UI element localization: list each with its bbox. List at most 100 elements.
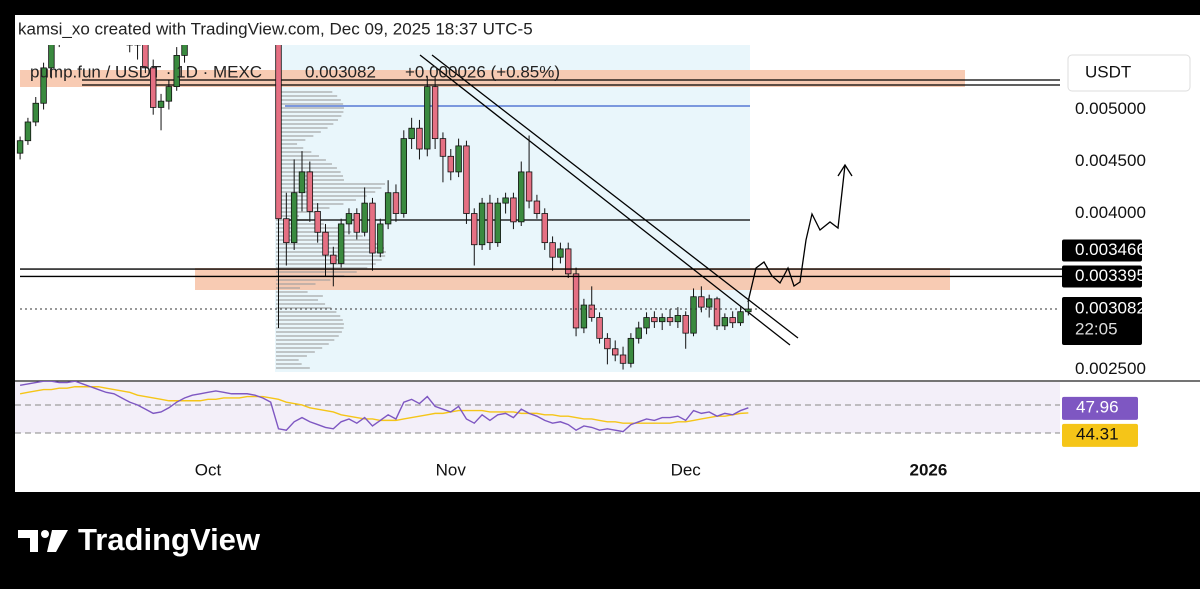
candle-body <box>745 308 752 313</box>
trendline <box>419 54 791 346</box>
level-badge <box>1062 265 1142 288</box>
candle-body <box>64 0 70 10</box>
footer-logo: TradingView <box>18 522 261 557</box>
candle-body <box>533 200 541 214</box>
candle-body <box>377 223 384 254</box>
candle-body <box>134 45 141 46</box>
candle-body <box>549 242 556 258</box>
candle-body <box>290 192 298 244</box>
last-price: 0.003082 <box>305 62 376 81</box>
x-tick-label: Nov <box>436 460 467 479</box>
candle-body <box>596 317 603 339</box>
candle-body <box>471 213 478 246</box>
candle-body <box>666 317 674 323</box>
candle-body <box>541 213 548 244</box>
candle-body <box>455 145 462 173</box>
level-label: 0.003466 <box>1075 240 1146 259</box>
candle-body <box>408 127 415 140</box>
y-tick-label: 0.002500 <box>1075 359 1146 378</box>
candle-body <box>713 298 721 327</box>
candle-body <box>32 102 39 123</box>
candle-body <box>16 140 24 154</box>
candle-body <box>557 248 564 258</box>
candle-body <box>361 202 368 233</box>
candle-body <box>237 10 243 16</box>
candle-body <box>604 337 611 350</box>
candle-body <box>322 231 329 256</box>
x-tick-label: Dec <box>671 460 702 479</box>
candle-body <box>627 337 635 364</box>
candle-body <box>698 296 705 308</box>
candle-body <box>619 354 627 364</box>
candles <box>16 0 752 370</box>
candle-body <box>369 202 376 254</box>
candle-body <box>565 248 572 275</box>
candle-body <box>330 254 337 264</box>
candle-body <box>275 45 282 220</box>
candle-body <box>651 317 658 323</box>
candle-body <box>283 218 290 244</box>
y-tick-label: 0.004000 <box>1075 203 1146 222</box>
logo-text: TradingView <box>78 522 261 557</box>
candle-body <box>24 121 32 142</box>
logo-mark <box>18 530 38 552</box>
projection-arrow <box>837 163 853 177</box>
candle-body <box>424 86 431 150</box>
rsi-value: 47.96 <box>1076 397 1119 416</box>
candle-body <box>478 202 486 246</box>
candle-body <box>510 197 517 223</box>
candle-body <box>353 213 361 233</box>
rsi-line <box>19 381 749 433</box>
symbol: pump.fun / USDT · 1D · MEXC <box>30 62 262 81</box>
candle-body <box>88 0 94 3</box>
candle-body <box>588 304 595 318</box>
support-zone <box>195 268 950 290</box>
candle-body <box>400 138 407 214</box>
currency[interactable]: USDT <box>1085 62 1131 81</box>
y-tick-label: 0.004500 <box>1075 151 1146 170</box>
logo-mark <box>41 530 49 538</box>
candle-body <box>721 317 729 327</box>
candle-body <box>572 273 580 329</box>
candle-body <box>674 315 682 323</box>
price-badge <box>1062 297 1142 346</box>
candle-body <box>705 298 713 308</box>
candle-body <box>384 192 392 225</box>
candle-body <box>659 317 666 323</box>
x-tick-label: Oct <box>195 460 222 479</box>
y-tick-label: 0.005000 <box>1075 99 1146 118</box>
level-label: 0.003395 <box>1075 266 1146 285</box>
candle-body <box>737 311 744 324</box>
candle-body <box>431 86 439 140</box>
currency-box[interactable] <box>1067 54 1191 92</box>
trendline <box>431 54 799 339</box>
candle-body <box>150 67 157 108</box>
candle-body <box>729 317 736 324</box>
candle-body <box>502 197 509 204</box>
candle-body <box>439 138 447 157</box>
attribution: kamsi_xo created with TradingView.com, D… <box>18 19 533 38</box>
candle-body <box>157 100 165 108</box>
candle-body <box>96 3 102 15</box>
candle-body <box>682 315 689 334</box>
level-badge <box>1062 239 1142 262</box>
candle-body <box>48 45 55 69</box>
candle-body <box>635 327 642 339</box>
candle-body <box>345 213 353 225</box>
candle-body <box>416 127 423 150</box>
candle-body <box>447 155 454 173</box>
candle-body <box>40 67 47 104</box>
price-change: +0.000026 (+0.85%) <box>405 62 560 81</box>
candle-body <box>612 348 619 356</box>
candle-body <box>463 145 470 214</box>
resistance-zone <box>20 70 965 87</box>
candle-body <box>181 45 188 56</box>
rsi-ma-value: 44.31 <box>1076 424 1119 443</box>
candle-body <box>298 171 306 194</box>
candle-body <box>244 3 250 9</box>
rsi-ma-line <box>19 386 749 424</box>
candle-body <box>213 1 219 10</box>
candle-body <box>392 192 400 214</box>
